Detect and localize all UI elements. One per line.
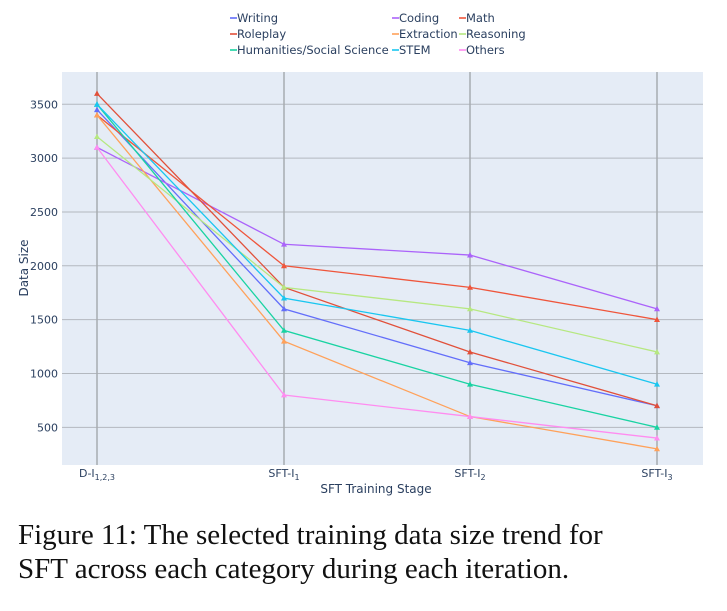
- data-point: [94, 106, 100, 113]
- x-tick-label-base: SFT-I: [641, 467, 667, 480]
- data-point: [281, 327, 287, 333]
- x-axis-title: SFT Training Stage: [320, 482, 431, 496]
- data-point: [654, 381, 660, 387]
- legend[interactable]: Writing Coding Math Roleplay Extraction Reaso…: [230, 11, 526, 57]
- data-point: [94, 133, 100, 140]
- data-point: [654, 424, 660, 430]
- y-tick-label: 3000: [30, 152, 58, 165]
- data-point: [467, 381, 473, 387]
- x-tick-label-sub: 1: [294, 473, 299, 482]
- data-point: [654, 316, 660, 323]
- legend-label: STEM: [399, 43, 431, 57]
- data-point: [281, 284, 287, 290]
- data-point: [281, 262, 287, 269]
- legend-label: Humanities/Social Science: [237, 43, 389, 57]
- series-line: [96, 103, 658, 428]
- x-tick-label-sub: 1,2,3: [95, 473, 115, 482]
- legend-item[interactable]: Others: [459, 43, 505, 57]
- legend-label: Extraction: [399, 27, 458, 41]
- data-point: [654, 305, 660, 312]
- data-point: [281, 295, 287, 301]
- data-point: [281, 241, 287, 247]
- x-tick-label: D-I1,2,3: [79, 467, 115, 482]
- data-point: [467, 359, 473, 366]
- data-point: [467, 252, 473, 258]
- legend-label: Writing: [237, 11, 278, 25]
- caption-line-1: Figure 11: The selected training data si…: [18, 519, 603, 551]
- data-point: [94, 112, 100, 118]
- series-roleplay: [94, 90, 660, 409]
- data-point: [467, 348, 473, 355]
- x-tick-label-sub: 3: [667, 473, 672, 482]
- x-tick-label-base: SFT-I: [268, 467, 294, 480]
- legend-item[interactable]: Coding: [392, 11, 439, 25]
- y-tick-label: 1500: [30, 314, 58, 327]
- legend-label: Others: [466, 43, 505, 57]
- legend-label: Reasoning: [466, 27, 526, 41]
- data-point: [94, 90, 100, 96]
- legend-label: Roleplay: [237, 27, 286, 41]
- y-tick-label: 2000: [30, 260, 58, 273]
- x-tick-label-base: D-I: [79, 467, 95, 480]
- data-point: [467, 413, 473, 419]
- x-tick-label: SFT-I2: [454, 467, 485, 482]
- y-tick-label: 500: [37, 421, 58, 434]
- data-point: [467, 305, 473, 312]
- series-line: [96, 114, 658, 450]
- x-tick-label-base: SFT-I: [454, 467, 480, 480]
- series-line: [96, 146, 658, 310]
- x-tick-label: SFT-I3: [641, 467, 672, 482]
- series-line: [96, 93, 658, 407]
- series-reasoning: [94, 133, 660, 355]
- data-point: [281, 338, 287, 344]
- legend-item[interactable]: Roleplay: [230, 27, 286, 41]
- data-point: [281, 392, 287, 398]
- caption-line-2: SFT across each category during each ite…: [18, 553, 570, 585]
- y-tick-label: 3500: [30, 98, 58, 111]
- x-tick-label: SFT-I1: [268, 467, 299, 482]
- legend-item[interactable]: Humanities/Social Science: [230, 43, 389, 57]
- x-tick-label-sub: 2: [480, 473, 485, 482]
- series-others: [94, 144, 660, 441]
- x-axis-ticks: D-I1,2,3 SFT-I1 SFT-I2 SFT-I3: [79, 467, 673, 482]
- data-point: [654, 445, 660, 452]
- y-axis-title: Data Size: [17, 239, 31, 296]
- legend-item[interactable]: Math: [459, 11, 495, 25]
- data-point: [467, 327, 473, 333]
- series-line: [96, 136, 658, 353]
- legend-label: Coding: [399, 11, 439, 25]
- data-point: [94, 144, 100, 150]
- legend-item[interactable]: Reasoning: [459, 27, 526, 41]
- plot-background: [62, 72, 703, 465]
- legend-item[interactable]: STEM: [392, 43, 431, 57]
- data-point: [94, 101, 100, 107]
- series-lines: [94, 90, 660, 452]
- data-point: [654, 435, 660, 441]
- data-point: [281, 305, 287, 312]
- legend-label: Math: [466, 11, 495, 25]
- y-tick-label: 1000: [30, 367, 58, 380]
- series-line: [96, 109, 658, 407]
- line-chart: 500 1000 1500 2000 2500 3000 3500 D-I1,2,3 SFT-…: [17, 11, 703, 496]
- figure-caption: Figure 11: The selected training data si…: [18, 518, 718, 586]
- series-stem: [94, 101, 660, 387]
- series-line: [96, 103, 658, 385]
- legend-item[interactable]: Extraction: [392, 27, 458, 41]
- series-line: [96, 146, 658, 439]
- data-point: [654, 348, 660, 355]
- legend-item[interactable]: Writing: [230, 11, 278, 25]
- y-axis-ticks: 500 1000 1500 2000 2500 3000 3500: [30, 98, 58, 434]
- data-point: [654, 402, 660, 409]
- data-point: [467, 284, 473, 290]
- y-tick-label: 2500: [30, 206, 58, 219]
